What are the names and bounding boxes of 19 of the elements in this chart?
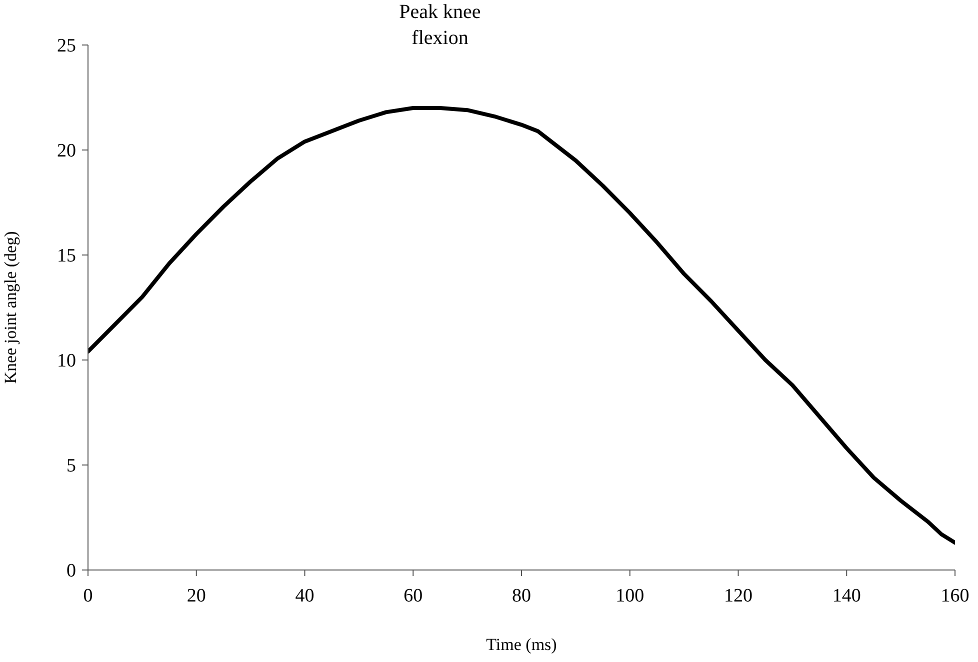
- x-tick-label: 120: [724, 585, 752, 606]
- y-tick-label: 5: [66, 456, 76, 477]
- x-tick-label: 160: [940, 585, 970, 606]
- x-tick-label: 140: [832, 585, 861, 606]
- annotation: Peak knee flexion: [398, 0, 482, 51]
- y-tick-label: 10: [57, 350, 76, 372]
- x-tick-label: 20: [186, 585, 206, 606]
- line-series: [88, 106, 955, 545]
- y-axis-title: Knee joint angle (deg): [1, 231, 20, 384]
- y-tick-label: 20: [57, 140, 76, 162]
- x-tick-label: 0: [83, 585, 93, 606]
- x-tick-label: 60: [404, 585, 423, 606]
- x-tick-label: 100: [616, 585, 644, 606]
- x-axis-title: Time (ms): [486, 635, 557, 654]
- y-tick-label: 0: [66, 560, 76, 582]
- y-tick-label: 25: [57, 36, 76, 57]
- x-tick-label: 40: [295, 585, 314, 606]
- y-tick-label: 15: [57, 246, 76, 267]
- x-tick-label: 80: [512, 585, 531, 606]
